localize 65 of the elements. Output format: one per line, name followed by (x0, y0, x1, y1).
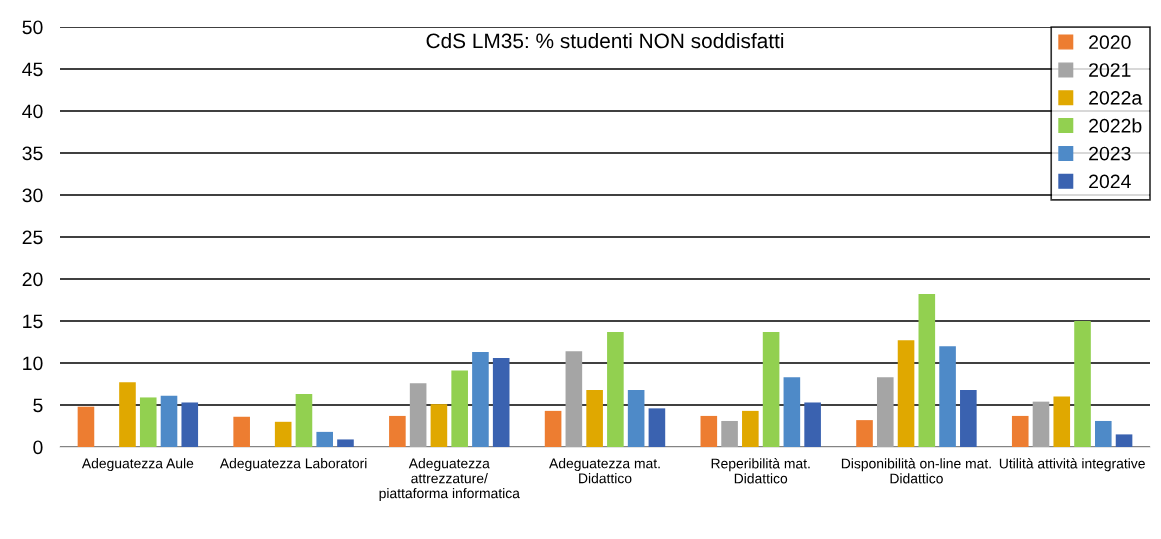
y-tick-label: 40 (22, 104, 43, 119)
bar (181, 402, 199, 447)
bar (1032, 401, 1050, 447)
bar (648, 408, 666, 447)
bar (607, 331, 624, 447)
y-tick-label: 10 (23, 356, 43, 371)
bar (918, 294, 936, 447)
bar (742, 410, 759, 447)
bar (1074, 321, 1091, 447)
legend-label: 2020 (1089, 35, 1131, 50)
bar (430, 404, 448, 447)
bar (492, 357, 510, 447)
x-tick-label: Adeguatezza Laboratori (219, 458, 367, 472)
bar (762, 331, 780, 447)
x-tick-label: Adeguatezza attrezzature/ piattaforma informatica (379, 458, 520, 501)
bar (472, 352, 489, 447)
y-tick-label: 45 (22, 62, 43, 77)
bar (1094, 420, 1112, 447)
bar (627, 389, 645, 447)
x-tick-label: Reperibilità mat. Didattico (711, 458, 810, 484)
bar (1053, 396, 1071, 447)
bar (721, 420, 738, 447)
y-tick-label: 20 (22, 272, 43, 287)
y-tick-label: 50 (22, 20, 43, 35)
bar (1011, 415, 1029, 447)
bar (233, 416, 250, 447)
chart-title: CdS LM35: % studenti NON soddisfatti (426, 32, 784, 49)
legend-label: 2021 (1089, 63, 1131, 77)
bar (586, 389, 603, 447)
bar (939, 346, 956, 447)
bar (856, 420, 873, 447)
bar (160, 395, 178, 447)
y-tick-label: 25 (22, 230, 43, 245)
y-tick-label: 15 (23, 314, 43, 329)
y-tick-label: 0 (33, 440, 43, 455)
x-tick-label: Adeguatezza mat. Didattico (549, 458, 660, 484)
legend-label: 2022a (1089, 90, 1143, 105)
bar (316, 431, 334, 447)
bar (119, 382, 136, 447)
bar (804, 402, 821, 447)
legend-label: 2023 (1089, 146, 1131, 161)
bar (77, 406, 95, 447)
legend-label: 2024 (1089, 174, 1131, 189)
bar (544, 410, 562, 447)
bar (897, 340, 915, 447)
bar (783, 377, 801, 447)
bar (274, 421, 292, 447)
bar (451, 370, 468, 447)
bar (876, 377, 894, 447)
x-tick-label: Disponibilità on-line mat. Didattico (841, 458, 991, 484)
legend-label: 2022b (1089, 118, 1142, 133)
bar (389, 415, 406, 447)
bar (960, 389, 977, 447)
bar (409, 383, 427, 447)
y-tick-label: 35 (22, 146, 43, 161)
y-tick-label: 5 (33, 398, 43, 413)
bar (1115, 434, 1133, 447)
bar (295, 394, 313, 447)
bar (565, 351, 583, 447)
bar (700, 415, 718, 447)
bar (337, 439, 354, 447)
y-tick-label: 30 (22, 188, 43, 203)
x-tick-label: Utilità attività integrative (999, 458, 1145, 472)
x-tick-label: Adeguatezza Aule (81, 458, 194, 472)
bar (139, 397, 157, 447)
